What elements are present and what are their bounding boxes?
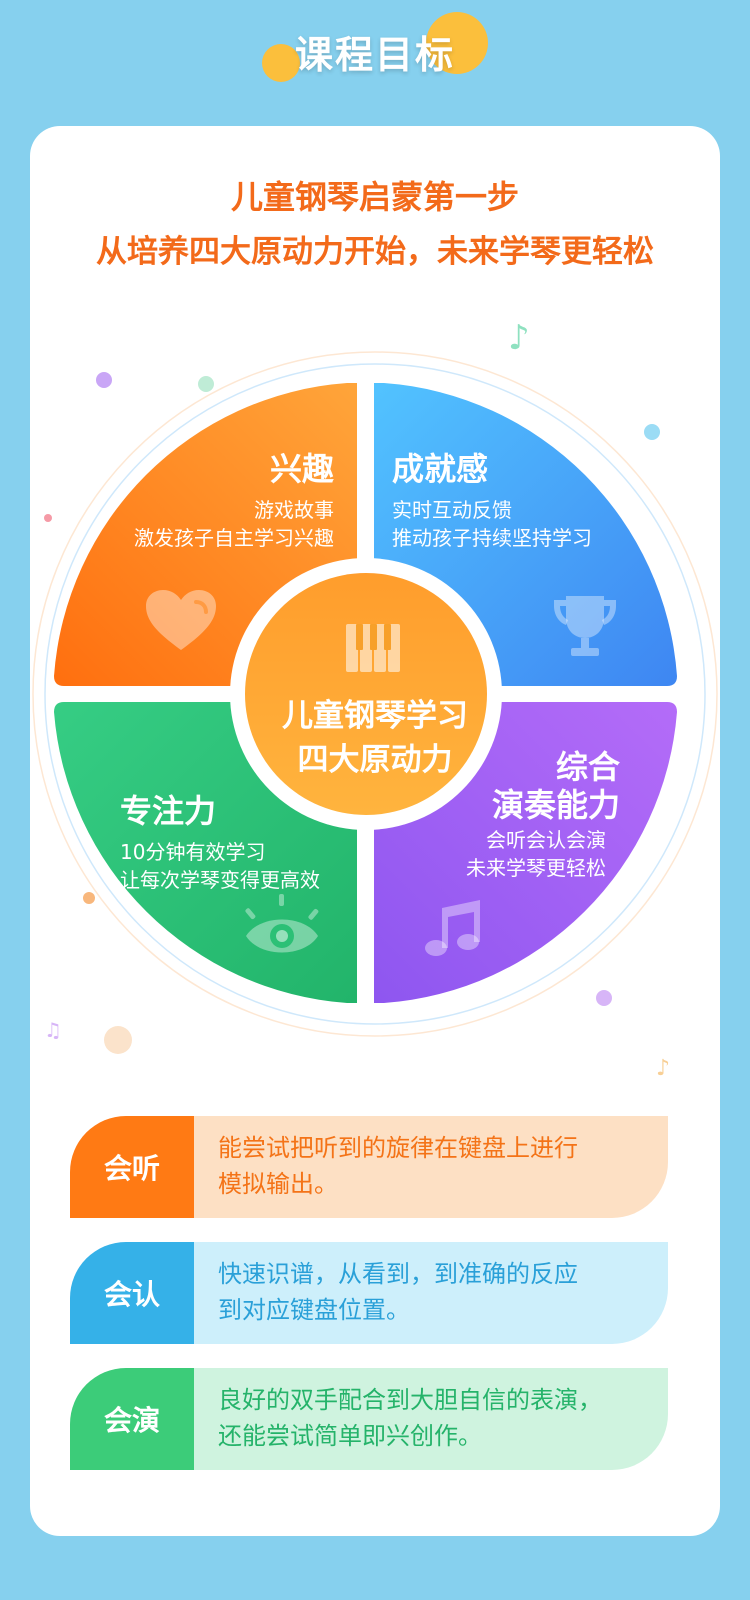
focus-line-1: 10分钟有效学习 [120, 840, 266, 864]
header: 课程目标 [0, 0, 750, 120]
content-card: 儿童钢琴启蒙第一步 从培养四大原动力开始，未来学琴更轻松 [30, 126, 720, 1536]
center-circle [245, 573, 487, 815]
decoration-dot [96, 372, 112, 388]
slogan-line-2: 从培养四大原动力开始，未来学琴更轻松 [96, 234, 654, 270]
slogan-line-1: 儿童钢琴启蒙第一步 [230, 178, 519, 216]
music-note-icon: ♪ [508, 318, 530, 358]
page-title: 课程目标 [294, 33, 455, 77]
music-note-icon: ♪ [656, 1056, 671, 1081]
performance-desc: 会听会认会演 未来学琴更轻松 [430, 826, 606, 882]
skill-text-recognize: 快速识谱，从看到，到准确的反应 到对应键盘位置。 [194, 1242, 668, 1344]
decoration-dot [83, 892, 95, 904]
focus-line-2: 让每次学琴变得更高效 [120, 868, 320, 892]
piano-keys-icon [346, 624, 402, 672]
header-decoration-circle [262, 44, 300, 82]
skill-label-recognize: 会认 [70, 1242, 194, 1344]
performance-title-line-2: 演奏能力 [491, 786, 620, 824]
achievement-text: 成就感 实时互动反馈 推动孩子持续坚持学习 [392, 444, 652, 552]
heart-icon [146, 590, 216, 650]
decoration-dot [44, 514, 52, 522]
interest-title: 兴趣 [269, 450, 334, 488]
outer-ring [32, 351, 718, 1037]
decoration-dot [198, 376, 214, 392]
interest-line-1: 游戏故事 [254, 498, 334, 522]
music-note-icon: ♫ [44, 1018, 62, 1042]
interest-text: 兴趣 游戏故事 激发孩子自主学习兴趣 [90, 444, 334, 552]
skill-text-line-2: 到对应键盘位置。 [218, 1296, 410, 1324]
header-decoration-circle [426, 12, 488, 74]
performance-title-line-1: 综合 [555, 748, 620, 786]
skill-row-listen: 会听 能尝试把听到的旋律在键盘上进行 模拟输出。 [70, 1116, 668, 1218]
focus-title: 专注力 [120, 792, 217, 830]
skill-label-listen: 会听 [70, 1116, 194, 1218]
achievement-title: 成就感 [392, 450, 489, 488]
eye-icon [245, 894, 319, 953]
center-line-1: 儿童钢琴学习 [282, 698, 468, 734]
skill-text-listen: 能尝试把听到的旋律在键盘上进行 模拟输出。 [194, 1116, 668, 1218]
skill-text-line-1: 能尝试把听到的旋律在键盘上进行 [218, 1134, 578, 1162]
achievement-line-1: 实时互动反馈 [392, 498, 512, 522]
skill-text-line-2: 模拟输出。 [218, 1170, 338, 1198]
skill-text-line-1: 快速识谱，从看到，到准确的反应 [218, 1260, 578, 1288]
decoration-dot [596, 990, 612, 1006]
skill-label-perform: 会演 [70, 1368, 194, 1470]
center-line-2: 四大原动力 [297, 742, 453, 778]
music-note-icon [425, 900, 480, 956]
decoration-dot [104, 1026, 132, 1054]
performance-text: 综合 演奏能力 [430, 748, 620, 824]
skill-row-perform: 会演 良好的双手配合到大胆自信的表演， 还能尝试简单即兴创作。 [70, 1368, 668, 1470]
performance-line-1: 会听会认会演 [486, 828, 606, 852]
decoration-dot [644, 424, 660, 440]
skill-text-perform: 良好的双手配合到大胆自信的表演， 还能尝试简单即兴创作。 [194, 1368, 668, 1470]
focus-text: 专注力 10分钟有效学习 让每次学琴变得更高效 [120, 786, 360, 894]
performance-line-2: 未来学琴更轻松 [466, 856, 606, 880]
four-motivations-diagram [32, 351, 718, 1037]
skill-text-line-2: 还能尝试简单即兴创作。 [218, 1422, 482, 1450]
interest-line-2: 激发孩子自主学习兴趣 [134, 526, 334, 550]
inner-ring [44, 363, 706, 1025]
skill-row-recognize: 会认 快速识谱，从看到，到准确的反应 到对应键盘位置。 [70, 1242, 668, 1344]
skill-text-line-1: 良好的双手配合到大胆自信的表演， [218, 1386, 602, 1414]
trophy-icon [554, 596, 616, 656]
center-label: 儿童钢琴学习 四大原动力 [250, 694, 500, 782]
achievement-line-2: 推动孩子持续坚持学习 [392, 526, 592, 550]
